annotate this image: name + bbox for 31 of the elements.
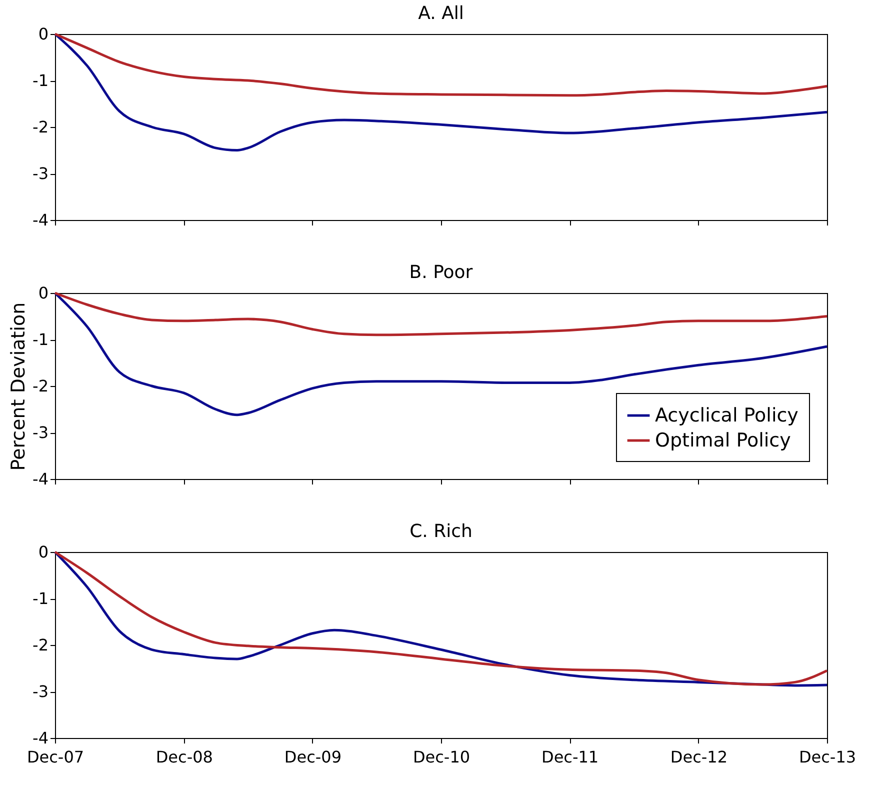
legend-label: Optimal Policy [655, 430, 791, 452]
y-axis-title: Percent Deviation [8, 302, 30, 471]
x-tick-label: Dec-10 [412, 748, 470, 766]
y-tick-label: -2 [32, 118, 48, 136]
y-tick-label: -2 [32, 636, 48, 654]
y-tick-label: -1 [32, 71, 48, 90]
y-tick-label: 0 [38, 542, 48, 562]
x-tick-label: Dec-13 [798, 748, 856, 766]
line-series [54, 292, 828, 336]
y-tick-label: 0 [38, 284, 48, 302]
line-series [54, 32, 828, 97]
y-tick-label: 0 [38, 24, 48, 44]
y-tick-label: -3 [32, 423, 48, 442]
y-tick-label: -1 [32, 589, 48, 608]
chart-title: B. Poor [409, 262, 474, 283]
y-tick-label: -2 [32, 376, 48, 396]
x-tick-label: Dec-11 [542, 748, 599, 766]
line-series [54, 32, 828, 152]
y-tick-label: -3 [32, 682, 48, 701]
chart-title: A. All [418, 3, 464, 24]
chart-title: C. Rich [410, 521, 472, 542]
y-tick-label: -4 [32, 728, 48, 748]
x-tick-label: Dec-07 [26, 748, 84, 766]
x-tick-label: Dec-08 [156, 748, 213, 766]
x-tick-label: Dec-12 [670, 748, 728, 766]
y-tick-label: -4 [32, 470, 48, 488]
x-tick-label: Dec-09 [284, 748, 342, 766]
y-tick-label: -4 [32, 210, 48, 230]
y-tick-label: -3 [32, 164, 48, 183]
y-tick-label: -1 [32, 330, 48, 349]
legend-label: Acyclical Policy [655, 404, 798, 426]
